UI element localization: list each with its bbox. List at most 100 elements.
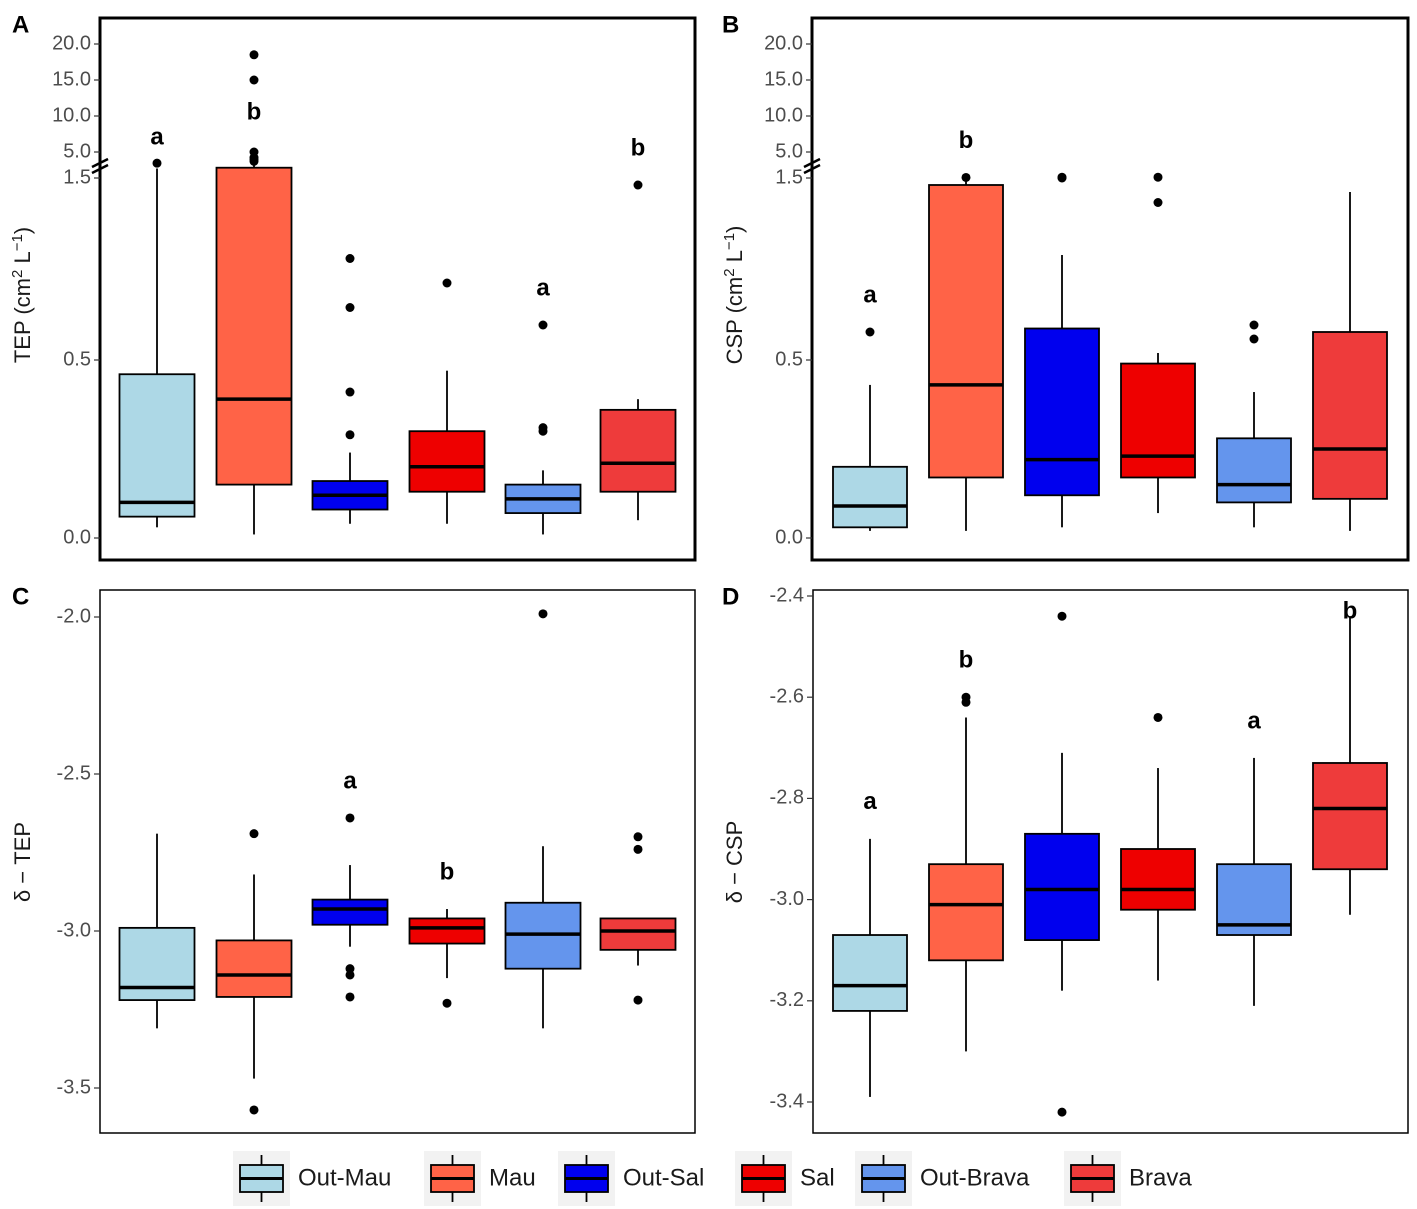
box-out-brava [504, 609, 582, 1029]
outlier-point [345, 970, 355, 980]
y-axis-label: CSP (cm2 L−1) [721, 226, 747, 365]
box-out-brava: a [504, 274, 582, 535]
box-iqr [118, 373, 196, 518]
outlier-point [1153, 712, 1163, 722]
box-sal [1120, 172, 1196, 514]
box-sal: b [408, 858, 486, 1008]
panel-d: D -2.4 -2.6 -2.8 -3.0 -3.2 -3.4 δ − CSP a b a b [722, 583, 1409, 1134]
outlier-point [345, 430, 355, 440]
box-brava: b [1312, 597, 1388, 915]
outlier-point [1057, 172, 1067, 182]
legend-label: Mau [489, 1164, 536, 1191]
box-out-sal [311, 254, 389, 524]
outlier-point [633, 180, 643, 190]
y-tick-label: 15.0 [52, 68, 91, 90]
y-tick-label: -2.0 [57, 605, 91, 627]
panel-letter: C [12, 583, 29, 610]
box-out-mau: a [118, 123, 196, 528]
significance-letter: b [1343, 597, 1358, 624]
box-out-mau [118, 833, 196, 1029]
box-iqr [1024, 832, 1100, 941]
box-brava: b [599, 134, 677, 521]
y-axis-label: δ − TEP [10, 822, 35, 902]
panel-c: C -2.0 -2.5 -3.0 -3.5 δ − TEP a b [10, 583, 696, 1134]
y-tick-label: 1.5 [775, 166, 803, 188]
y-axis: 0.0 0.5 1.5 5.0 10.0 15.0 20.0 [764, 32, 821, 548]
box-iqr [408, 430, 486, 493]
outlier-point [249, 1105, 259, 1115]
box-iqr [599, 408, 677, 493]
y-tick-label: -2.5 [57, 762, 91, 784]
y-tick-label: -3.5 [57, 1076, 91, 1098]
y-tick-label: -2.4 [770, 584, 804, 606]
outlier-point [345, 254, 355, 263]
outlier-point [961, 172, 971, 182]
legend-item-out-mau: Out-Mau [233, 1151, 391, 1206]
axis-break-mark [91, 163, 109, 175]
y-label-sup: 2 [721, 268, 738, 276]
legend-item-out-brava: Out-Brava [855, 1151, 1030, 1206]
box-out-sal [1024, 172, 1100, 528]
box-iqr [1120, 848, 1196, 911]
panel-b: B 0.0 0.5 1.5 5.0 10.0 15.0 20.0 CSP (cm2 L−1) a b [721, 11, 1410, 562]
outlier-point [442, 998, 452, 1008]
box-iqr [832, 934, 908, 1012]
significance-letter: a [863, 788, 877, 815]
legend-item-out-sal: Out-Sal [558, 1151, 704, 1206]
legend-label: Sal [800, 1164, 835, 1191]
box-mau: b [215, 50, 293, 535]
outlier-point [538, 609, 548, 619]
y-tick-label: 20.0 [764, 32, 803, 54]
box-out-mau: a [832, 788, 908, 1097]
y-tick-label: 10.0 [52, 104, 91, 126]
outlier-point [345, 964, 355, 974]
outlier-point [345, 813, 355, 823]
y-tick-label: -3.0 [770, 888, 804, 910]
significance-letter: b [440, 858, 455, 885]
outlier-point [249, 75, 259, 85]
box-iqr [215, 166, 293, 486]
panel-frame [810, 16, 1410, 562]
significance-letter: b [959, 127, 974, 154]
y-tick-label: -2.6 [770, 685, 804, 707]
legend-item-brava: Brava [1064, 1151, 1192, 1206]
box-out-brava [1216, 320, 1292, 528]
outlier-point [538, 423, 548, 433]
significance-letter: b [631, 134, 646, 161]
box-mau: b [928, 127, 1004, 531]
box-iqr [215, 939, 293, 998]
outlier-point [633, 844, 643, 854]
significance-letter: a [150, 123, 164, 150]
box-iqr [408, 917, 486, 945]
panel-frame [98, 16, 697, 562]
y-tick-label: 0.5 [775, 348, 803, 370]
axis-break-mark [91, 157, 109, 169]
outlier-point [345, 992, 355, 1002]
outlier-point [1057, 611, 1067, 621]
outlier-point [152, 158, 162, 168]
y-tick-label: -2.8 [770, 787, 804, 809]
y-tick-label: 0.0 [63, 526, 91, 548]
significance-letter: a [343, 767, 357, 794]
y-tick-label: 0.0 [775, 526, 803, 548]
y-label-part: L [10, 251, 35, 269]
box-iqr [1312, 762, 1388, 871]
y-tick-label: 20.0 [52, 32, 91, 54]
outlier-point [865, 327, 875, 337]
outlier-point [345, 387, 355, 397]
significance-letter: a [1247, 707, 1261, 734]
box-iqr [311, 898, 389, 926]
box-sal [408, 278, 486, 524]
significance-letter: b [247, 98, 262, 125]
box-brava [599, 832, 677, 1005]
panel-letter: D [722, 583, 739, 610]
outlier-point [249, 147, 259, 157]
significance-letter: a [863, 281, 877, 308]
box-iqr [928, 184, 1004, 479]
box-iqr [832, 465, 908, 529]
outlier-point [249, 50, 259, 60]
outlier-point [249, 829, 259, 839]
legend-label: Out-Mau [298, 1164, 391, 1191]
outlier-point [345, 303, 355, 312]
box-out-sal: a [311, 767, 389, 1002]
